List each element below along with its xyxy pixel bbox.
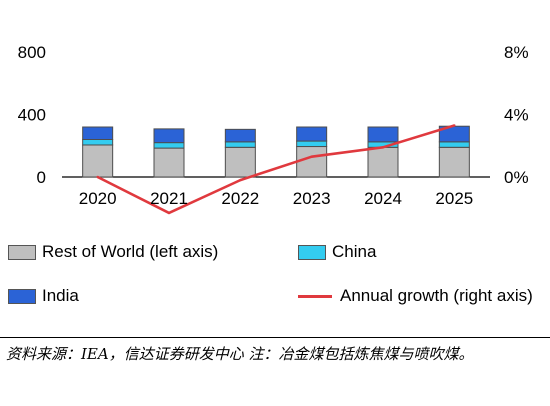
- growth-point-2025: [453, 124, 456, 127]
- x-tick-label: 2020: [79, 189, 117, 208]
- x-tick-label: 2022: [221, 189, 259, 208]
- legend-swatch-rest-of-world: [8, 244, 36, 260]
- x-tick-label: 2025: [435, 189, 473, 208]
- chart-ticks: 0 400 800 0% 4% 8% 2020 2021 2022 2023 2024 2025: [18, 43, 529, 208]
- right-tick-label: 0%: [504, 168, 529, 187]
- left-tick-label: 800: [18, 43, 46, 62]
- bar-rest-2025: [438, 146, 470, 178]
- bar-india-2021: [153, 128, 185, 144]
- bar-china-2020: [82, 139, 114, 146]
- bar-rest-2022: [224, 146, 256, 178]
- chart-growth-line: [96, 124, 456, 215]
- growth-line: [97, 124, 455, 215]
- legend-item-china: China: [298, 242, 376, 262]
- bar-india-2024: [367, 126, 399, 143]
- bar-rest-2020: [82, 144, 114, 178]
- legend-swatch-india: [8, 288, 36, 304]
- legend-label-india: India: [42, 286, 79, 305]
- right-tick-label: 8%: [504, 43, 529, 62]
- legend-item-growth: Annual growth (right axis): [298, 286, 533, 306]
- chart-legend: Rest of World (left axis) China India An…: [0, 232, 550, 322]
- source-note: 资料来源：IEA，信达证券研发中心 注：冶金煤包括炼焦煤与喷吹煤。: [6, 345, 474, 363]
- bar-rest-2024: [367, 146, 399, 178]
- chart: 0 400 800 0% 4% 8% 2020 2021 2022 2023 2024 2025: [18, 43, 529, 215]
- legend-label-growth: Annual growth (right axis): [340, 286, 533, 305]
- bar-india-2020: [82, 126, 114, 140]
- growth-point-2022: [239, 178, 242, 182]
- bar-rest-2021: [153, 147, 185, 178]
- divider-line: [0, 337, 550, 338]
- legend-item-india: India: [8, 286, 79, 306]
- growth-point-2021: [167, 211, 171, 215]
- bar-china-2022: [224, 141, 256, 148]
- legend-label-rest-of-world: Rest of World (left axis): [42, 242, 219, 261]
- bar-china-2021: [153, 142, 185, 149]
- legend-item-rest-of-world: Rest of World (left axis): [8, 242, 218, 262]
- growth-point-2023: [310, 155, 313, 158]
- x-tick-label: 2021: [150, 189, 188, 208]
- growth-point-2020: [96, 175, 99, 179]
- bar-rest-2023: [296, 146, 328, 178]
- x-tick-label: 2024: [364, 189, 402, 208]
- growth-point-2024: [381, 146, 385, 149]
- legend-label-china: China: [332, 242, 377, 261]
- bar-china-2023: [296, 140, 328, 148]
- bar-china-2025: [438, 141, 470, 148]
- bar-india-2023: [296, 126, 328, 142]
- bar-india-2022: [224, 128, 256, 143]
- x-tick-label: 2023: [293, 189, 331, 208]
- legend-line-growth: [298, 294, 332, 298]
- left-tick-label: 400: [18, 106, 46, 125]
- chart-bars: [82, 125, 470, 178]
- right-tick-label: 4%: [504, 106, 529, 125]
- left-tick-label: 0: [37, 168, 46, 187]
- legend-swatch-china: [298, 244, 326, 260]
